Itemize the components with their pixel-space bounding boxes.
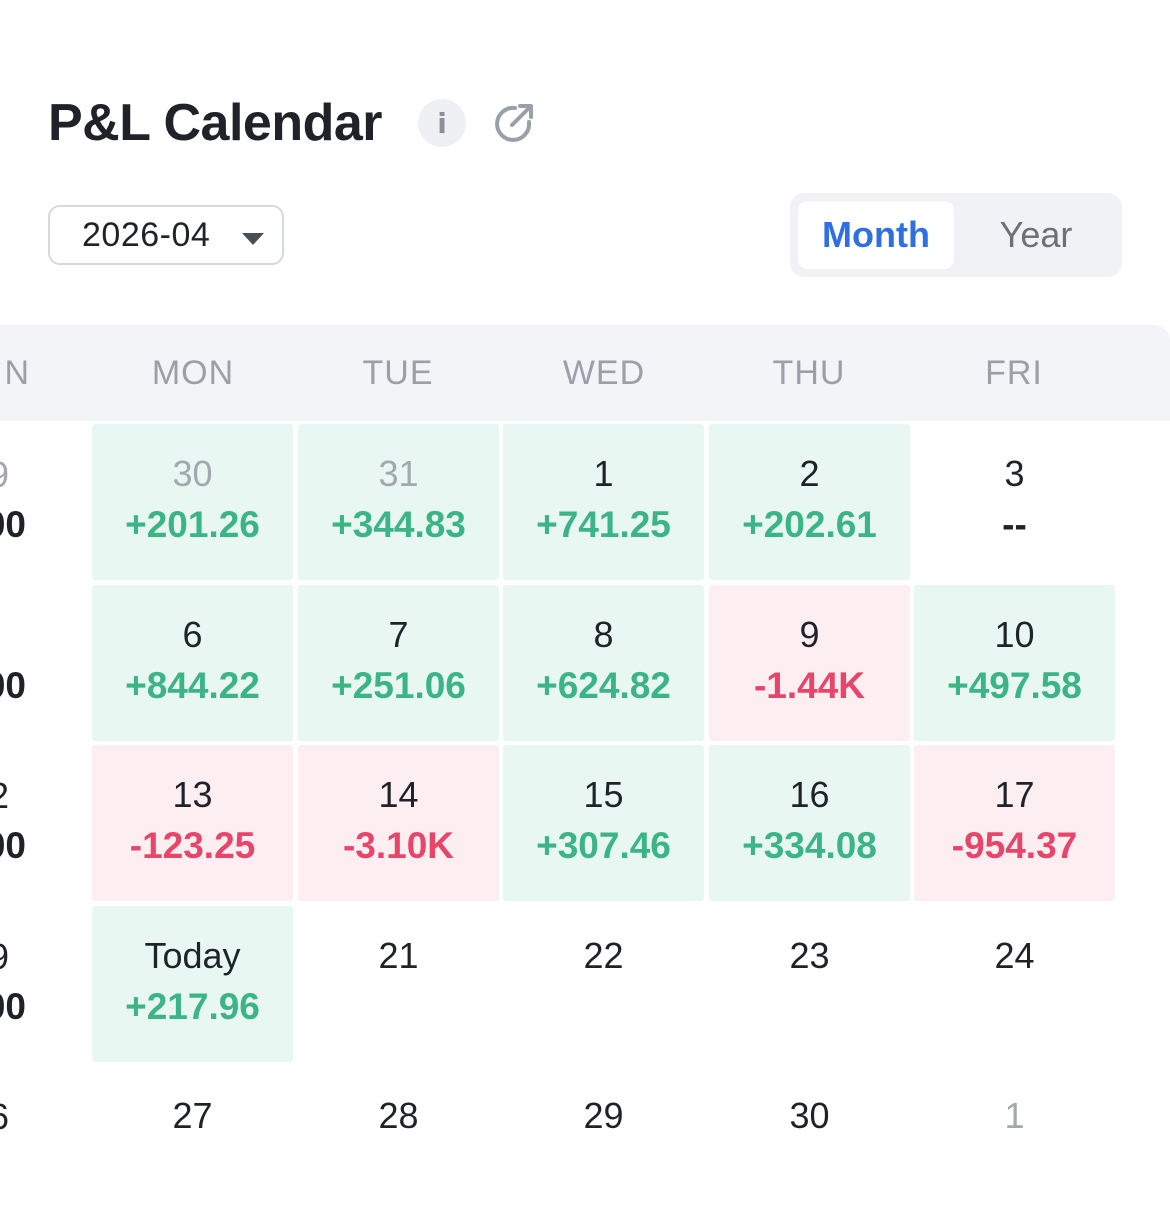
day-number: 10: [994, 614, 1035, 655]
edge-day-cell: 6: [0, 1066, 40, 1222]
day-cell[interactable]: 10 +497.58: [914, 585, 1115, 741]
info-icon[interactable]: i: [418, 99, 466, 147]
day-number: 22: [583, 935, 624, 976]
weekday-mon: MON: [151, 353, 235, 392]
day-cell[interactable]: 1 +741.25: [503, 424, 704, 580]
page-title: P&L Calendar: [48, 94, 383, 152]
day-cell[interactable]: 13 -123.25: [92, 745, 293, 901]
pnl-value: +202.61: [742, 504, 877, 545]
pnl-value: --: [1002, 504, 1027, 545]
day-cell[interactable]: 30 +201.26: [92, 424, 293, 580]
day-number: 2: [799, 453, 820, 494]
pnl-value: +741.25: [536, 504, 671, 545]
pnl-value: +624.82: [536, 665, 671, 706]
pnl-value: +251.06: [331, 665, 466, 706]
external-link-icon[interactable]: [490, 100, 536, 146]
pnl-value: -954.37: [951, 825, 1078, 866]
day-number: 27: [172, 1095, 213, 1136]
edge-pnl-value: 00: [0, 504, 26, 545]
edge-pnl-value: 00: [0, 665, 26, 706]
day-number: 6: [182, 614, 203, 655]
day-cell[interactable]: 8 +624.82: [503, 585, 704, 741]
day-number: 29: [583, 1095, 624, 1136]
day-cell[interactable]: 29: [503, 1066, 704, 1222]
edge-day-number: 9: [0, 936, 9, 978]
day-number: 14: [378, 774, 419, 815]
pnl-value: +334.08: [742, 825, 877, 866]
pnl-value: +307.46: [536, 825, 671, 866]
day-cell[interactable]: 2 +202.61: [709, 424, 910, 580]
pnl-value: +201.26: [125, 504, 260, 545]
weekday-n: N: [4, 353, 30, 392]
day-number: 30: [789, 1095, 830, 1136]
day-number: 17: [994, 774, 1035, 815]
day-cell[interactable]: 6 +844.22: [92, 585, 293, 741]
day-cell[interactable]: 9 -1.44K: [709, 585, 910, 741]
day-number: 3: [1004, 453, 1025, 494]
pnl-value: -3.10K: [342, 825, 455, 866]
pnl-value: -123.25: [129, 825, 256, 866]
view-year-button[interactable]: Year: [999, 214, 1073, 255]
edge-day-number: 9: [0, 454, 9, 496]
day-cell[interactable]: 27: [92, 1066, 293, 1222]
day-cell[interactable]: 17 -954.37: [914, 745, 1115, 901]
pnl-value: -1.44K: [753, 665, 866, 706]
edge-day-number: 2: [0, 775, 9, 817]
day-cell[interactable]: 1: [914, 1066, 1115, 1222]
day-number: 24: [994, 935, 1035, 976]
edge-day-number: 6: [0, 1096, 9, 1138]
day-cell[interactable]: 16 +334.08: [709, 745, 910, 901]
caret-down-icon: [242, 233, 264, 245]
day-number: 28: [378, 1095, 419, 1136]
edge-day-cell: 200: [0, 745, 40, 901]
day-cell[interactable]: 3 --: [914, 424, 1115, 580]
day-number: 1: [593, 453, 614, 494]
day-number: 30: [172, 453, 213, 494]
info-icon-glyph: i: [437, 106, 447, 140]
day-cell[interactable]: 7 +251.06: [298, 585, 499, 741]
view-toggle: Month Year: [790, 193, 1122, 277]
day-number: 8: [593, 614, 614, 655]
pnl-value: +844.22: [125, 665, 260, 706]
month-select[interactable]: 2026-04: [48, 205, 284, 265]
day-number: 21: [378, 935, 419, 976]
pnl-value: +217.96: [125, 986, 260, 1027]
edge-day-cell: 900: [0, 906, 40, 1062]
day-number: 15: [583, 774, 624, 815]
weekday-tue: TUE: [362, 353, 434, 392]
view-month-button[interactable]: Month: [798, 201, 954, 269]
day-number: 23: [789, 935, 830, 976]
day-cell[interactable]: 24: [914, 906, 1115, 1062]
day-cell[interactable]: 30: [709, 1066, 910, 1222]
weekday-wed: WED: [562, 353, 646, 392]
edge-day-cell: 00: [0, 585, 40, 741]
day-number: 16: [789, 774, 830, 815]
day-number: Today: [144, 935, 241, 976]
day-cell[interactable]: 15 +307.46: [503, 745, 704, 901]
day-cell[interactable]: 14 -3.10K: [298, 745, 499, 901]
edge-pnl-value: 00: [0, 986, 26, 1027]
edge-day-cell: 900: [0, 424, 40, 580]
day-cell[interactable]: 22: [503, 906, 704, 1062]
month-select-value: 2026-04: [82, 215, 211, 254]
day-number: 9: [799, 614, 820, 655]
day-number: 7: [388, 614, 409, 655]
day-number: 13: [172, 774, 213, 815]
weekday-header: N MON TUE WED THU FRI: [0, 325, 1170, 421]
day-number: 1: [1004, 1095, 1025, 1136]
pnl-value: +344.83: [331, 504, 466, 545]
day-cell[interactable]: 28: [298, 1066, 499, 1222]
pnl-value: +497.58: [947, 665, 1082, 706]
edge-pnl-value: 00: [0, 825, 26, 866]
day-cell[interactable]: Today +217.96: [92, 906, 293, 1062]
day-number: 31: [378, 453, 419, 494]
day-cell[interactable]: 23: [709, 906, 910, 1062]
weekday-thu: THU: [772, 353, 846, 392]
day-cell[interactable]: 31 +344.83: [298, 424, 499, 580]
weekday-fri: FRI: [985, 353, 1043, 392]
day-cell[interactable]: 21: [298, 906, 499, 1062]
